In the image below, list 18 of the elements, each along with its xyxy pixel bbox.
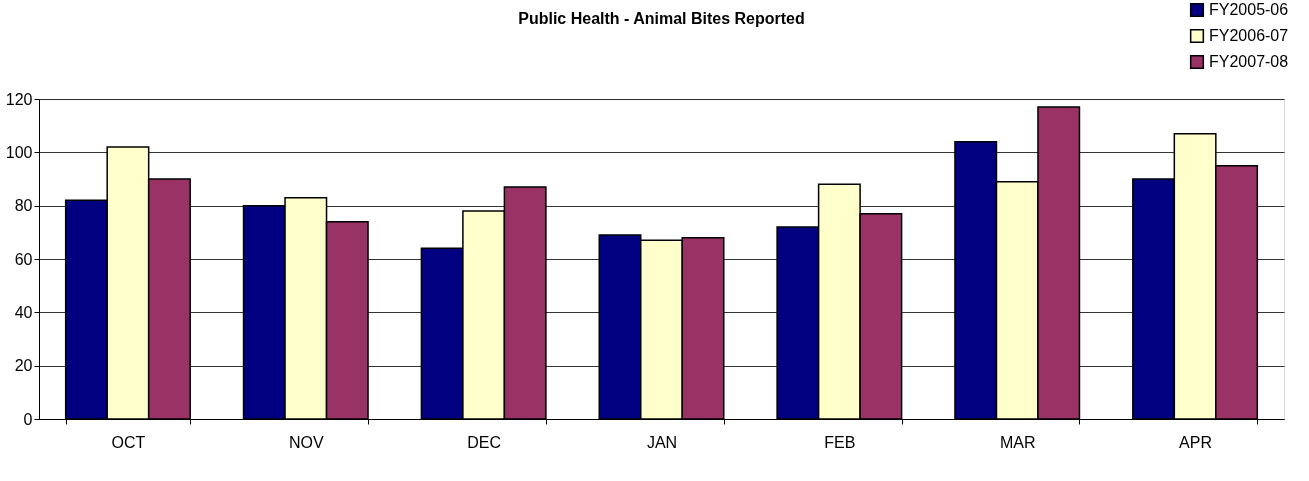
x-tick-label: NOV [288,433,324,451]
x-tick-label: DEC [467,433,502,451]
x-tick-label: MAR [999,433,1036,451]
y-tick-label: 20 [14,357,33,375]
y-tick-label: 60 [14,250,33,268]
x-tick-label: OCT [111,433,146,451]
x-tick-label: FEB [824,433,856,451]
legend-label: FY2006-07 [1209,27,1289,44]
legend-label: FY2007-08 [1209,53,1289,70]
x-tick-label: JAN [646,433,678,451]
y-tick-label: 120 [5,90,33,108]
y-tick-label: 40 [14,303,33,321]
y-tick-label: 100 [5,143,33,161]
x-tick-label: APR [1179,433,1213,451]
y-tick-label: 0 [23,410,33,428]
legend-label: FY2005-06 [1209,1,1289,18]
chart-title: Public Health - Animal Bites Reported [518,10,805,27]
y-tick-label: 80 [14,197,33,215]
